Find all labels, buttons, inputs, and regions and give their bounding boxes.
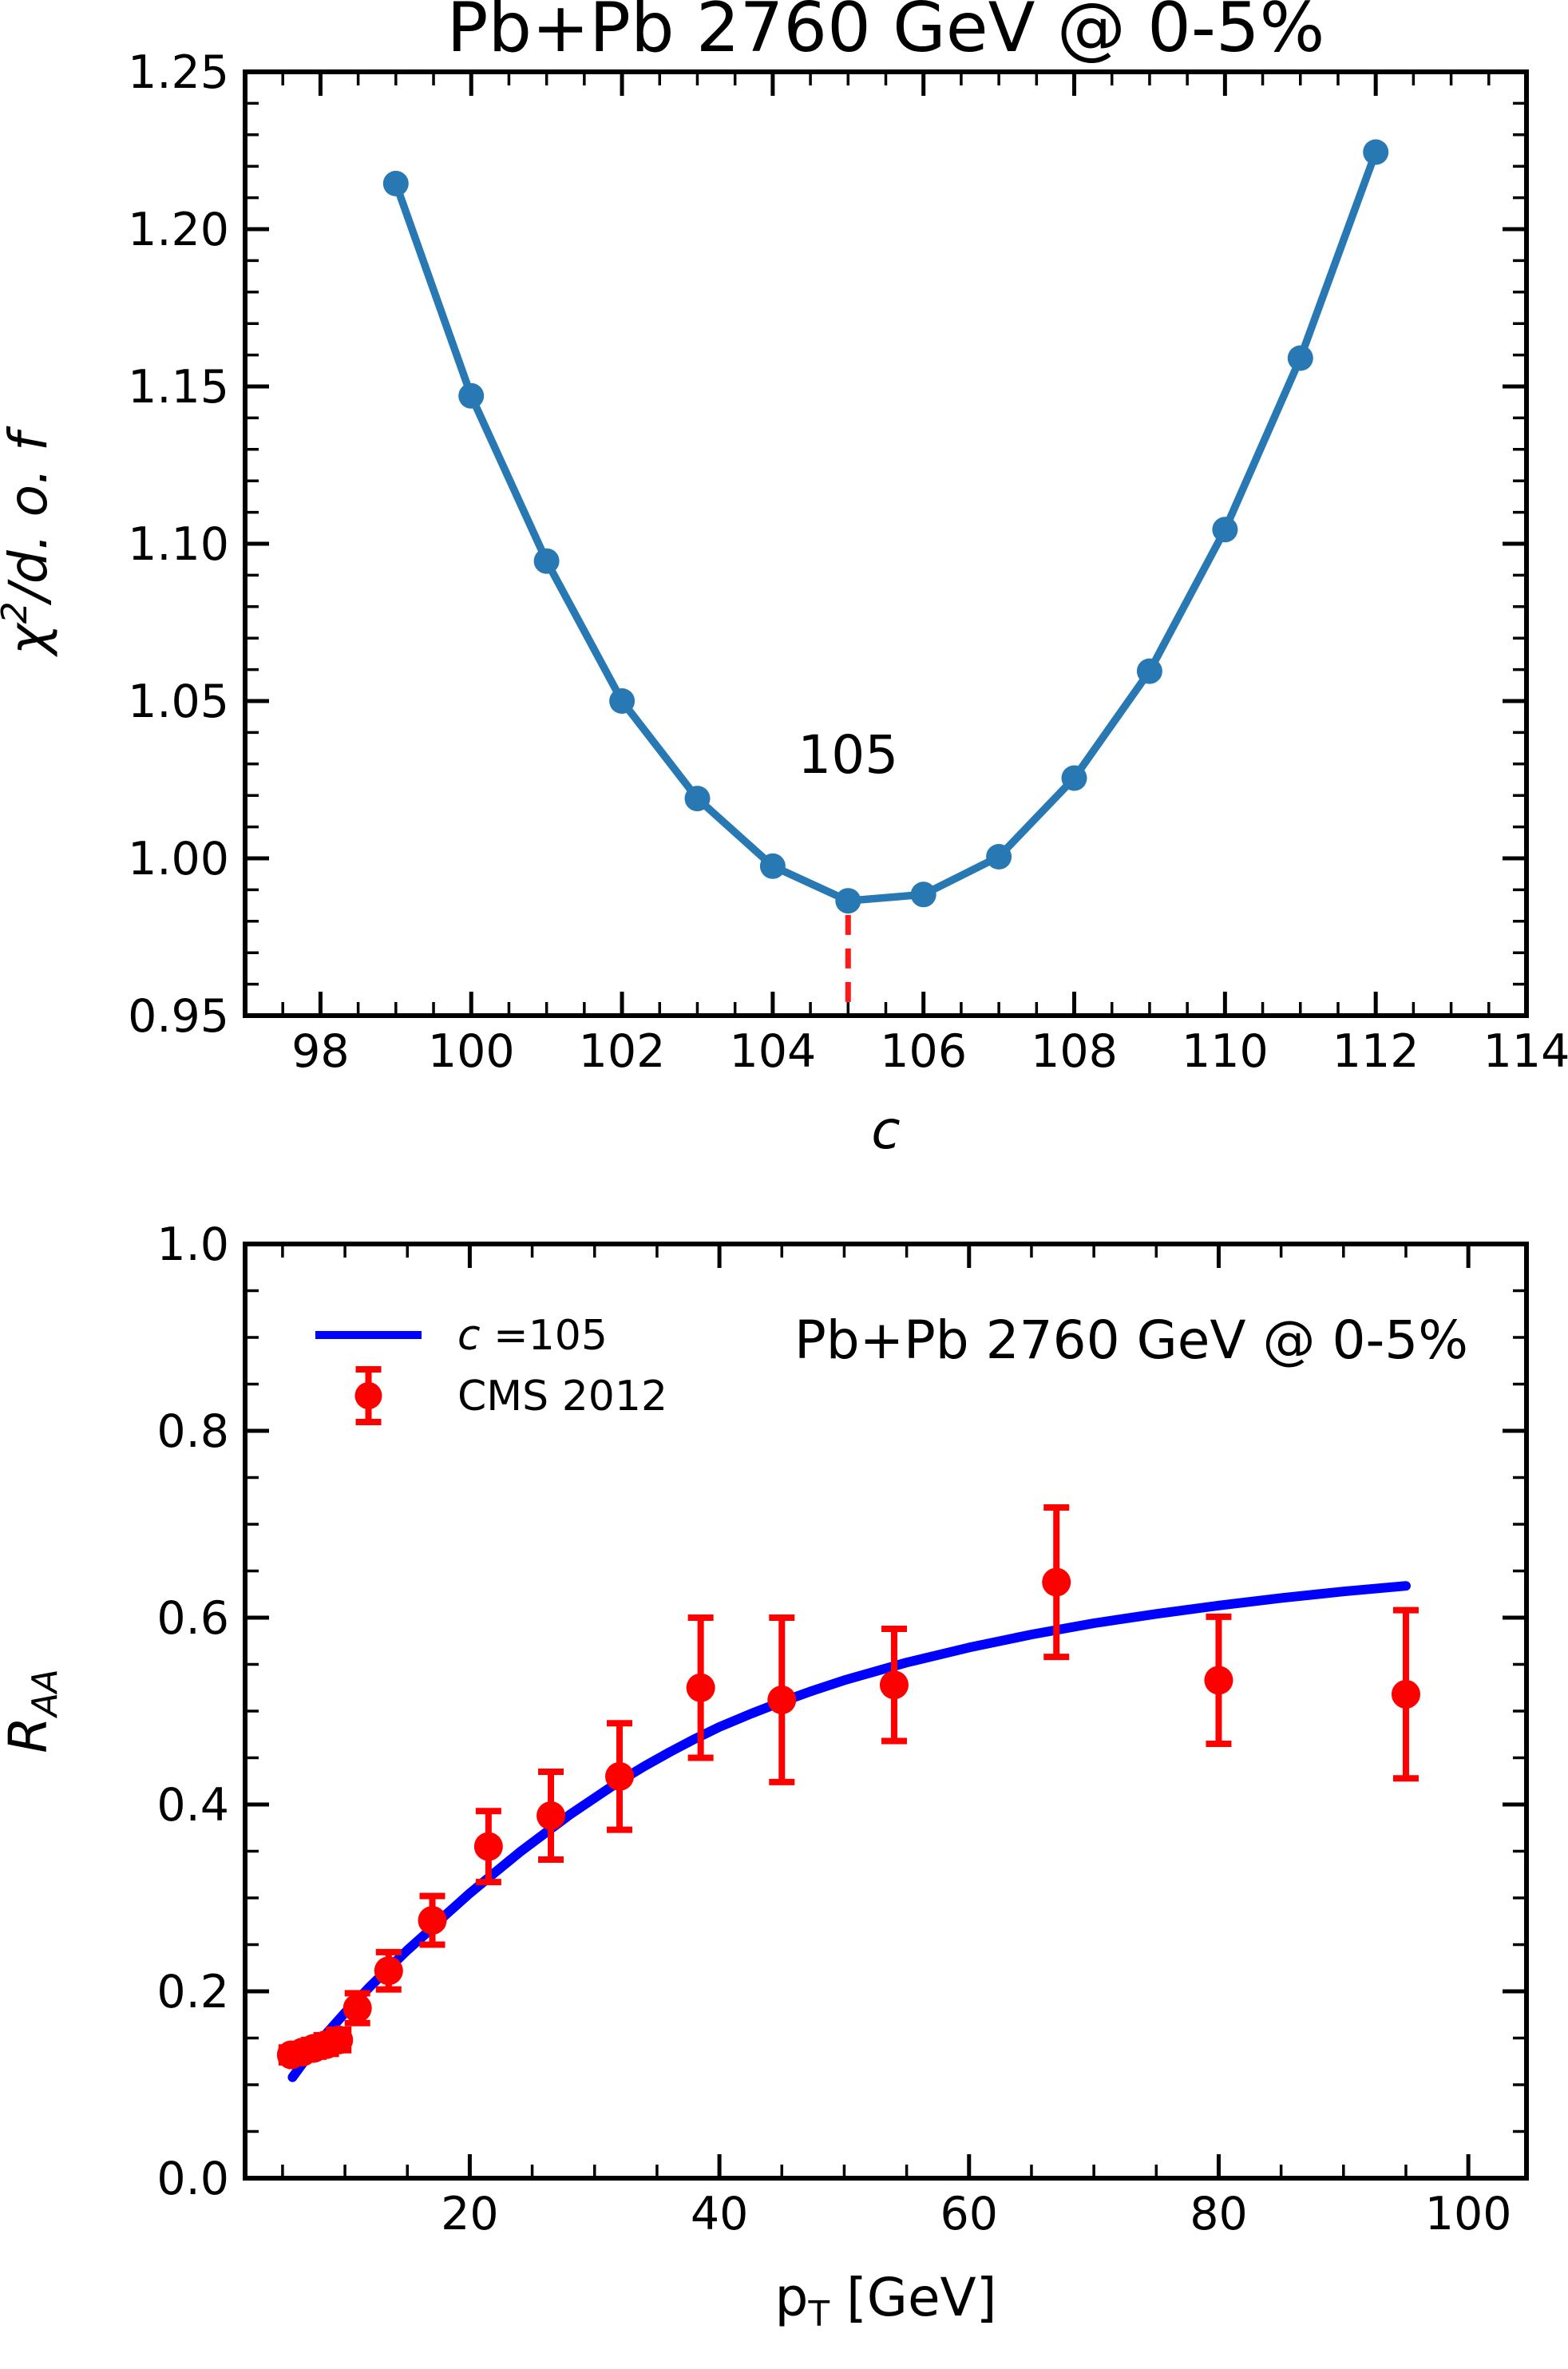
x-tick-label: 110 xyxy=(1182,1025,1269,1078)
plot-border xyxy=(243,69,1529,1018)
data-point xyxy=(1363,139,1389,165)
x-axis-label: c xyxy=(871,1099,900,1161)
data-point xyxy=(473,1832,503,1861)
y-tick-label: 0.95 xyxy=(128,990,229,1043)
data-point xyxy=(759,853,786,879)
data-point xyxy=(1204,1666,1233,1695)
data-point xyxy=(1136,658,1162,684)
data-point xyxy=(1212,517,1238,543)
data-point xyxy=(1042,1567,1071,1597)
x-axis-label: pT [GeV] xyxy=(775,2267,997,2335)
y-tick-label: 1.15 xyxy=(128,361,229,414)
data-point xyxy=(1287,345,1313,371)
data-point xyxy=(684,786,711,812)
y-tick-label: 1.20 xyxy=(128,204,229,256)
series-line xyxy=(392,150,1380,905)
data-point xyxy=(879,1670,909,1700)
minimum-annotation: 105 xyxy=(798,724,898,786)
data-point xyxy=(609,688,636,714)
x-tick-label: 108 xyxy=(1031,1025,1118,1078)
model-curve xyxy=(287,1581,1411,2082)
y-tick-label: 0.4 xyxy=(156,1779,229,1832)
inner-title: Pb+Pb 2760 GeV @ 0-5% xyxy=(794,1309,1468,1371)
x-tick-label: 102 xyxy=(579,1025,666,1078)
data-point xyxy=(418,1906,447,1935)
y-tick-label: 1.0 xyxy=(156,1218,229,1271)
data-point xyxy=(533,548,560,574)
x-tick-label: 114 xyxy=(1483,1025,1568,1078)
chi2-scan-chart: 98 100 102 104 106 108 110 112 114 0.95 1.00 1.05 1.… xyxy=(0,0,1568,1161)
data-point xyxy=(324,2025,354,2054)
x-tick-label: 100 xyxy=(428,1025,515,1078)
x-tick-label: 40 xyxy=(691,2188,749,2240)
y-axis-label: RAA xyxy=(0,1669,65,1753)
data-point xyxy=(835,888,861,914)
x-tick-label: 104 xyxy=(729,1025,816,1078)
legend-label: CMS 2012 xyxy=(457,1373,667,1420)
data-point xyxy=(1391,1679,1420,1709)
legend-label: c =105 xyxy=(457,1312,608,1360)
data-point xyxy=(458,382,485,409)
data-point xyxy=(382,170,409,196)
data-point xyxy=(374,1956,403,1986)
y-tick-label: 1.10 xyxy=(128,518,229,571)
raa-chart: 20 40 60 80 100 0.0 0.2 0.4 0.6 0.8 1.0 Pb+Pb 2760 … xyxy=(0,1218,1529,2335)
data-point xyxy=(343,1994,372,2023)
data-point xyxy=(986,844,1012,870)
data-point xyxy=(1061,765,1087,791)
x-tick-label: 60 xyxy=(940,2188,999,2240)
x-tick-label: 98 xyxy=(291,1025,350,1078)
x-tick-label: 20 xyxy=(441,2188,499,2240)
y-tick-label: 1.00 xyxy=(128,833,229,885)
legend-point-sample xyxy=(354,1382,382,1409)
y-tick-label: 0.6 xyxy=(156,1592,229,1645)
y-tick-label: 0.0 xyxy=(156,2153,229,2205)
data-point xyxy=(537,1801,566,1831)
plot-border xyxy=(243,1242,1529,2181)
x-tick-label: 106 xyxy=(880,1025,967,1078)
y-tick-label: 1.05 xyxy=(128,675,229,728)
data-point xyxy=(686,1673,715,1702)
y-tick-label: 0.2 xyxy=(156,1966,229,2018)
chart-title: Pb+Pb 2760 GeV @ 0-5% xyxy=(447,0,1325,68)
data-point xyxy=(767,1685,797,1714)
data-point xyxy=(910,881,936,908)
x-tick-label: 80 xyxy=(1190,2188,1248,2240)
y-axis-label: χ2/d. o. f xyxy=(0,426,59,657)
y-tick-label: 1.25 xyxy=(128,46,229,99)
x-tick-label: 112 xyxy=(1332,1025,1420,1078)
data-point xyxy=(605,1761,635,1791)
x-tick-label: 100 xyxy=(1425,2188,1512,2240)
y-tick-label: 0.8 xyxy=(156,1405,229,1458)
